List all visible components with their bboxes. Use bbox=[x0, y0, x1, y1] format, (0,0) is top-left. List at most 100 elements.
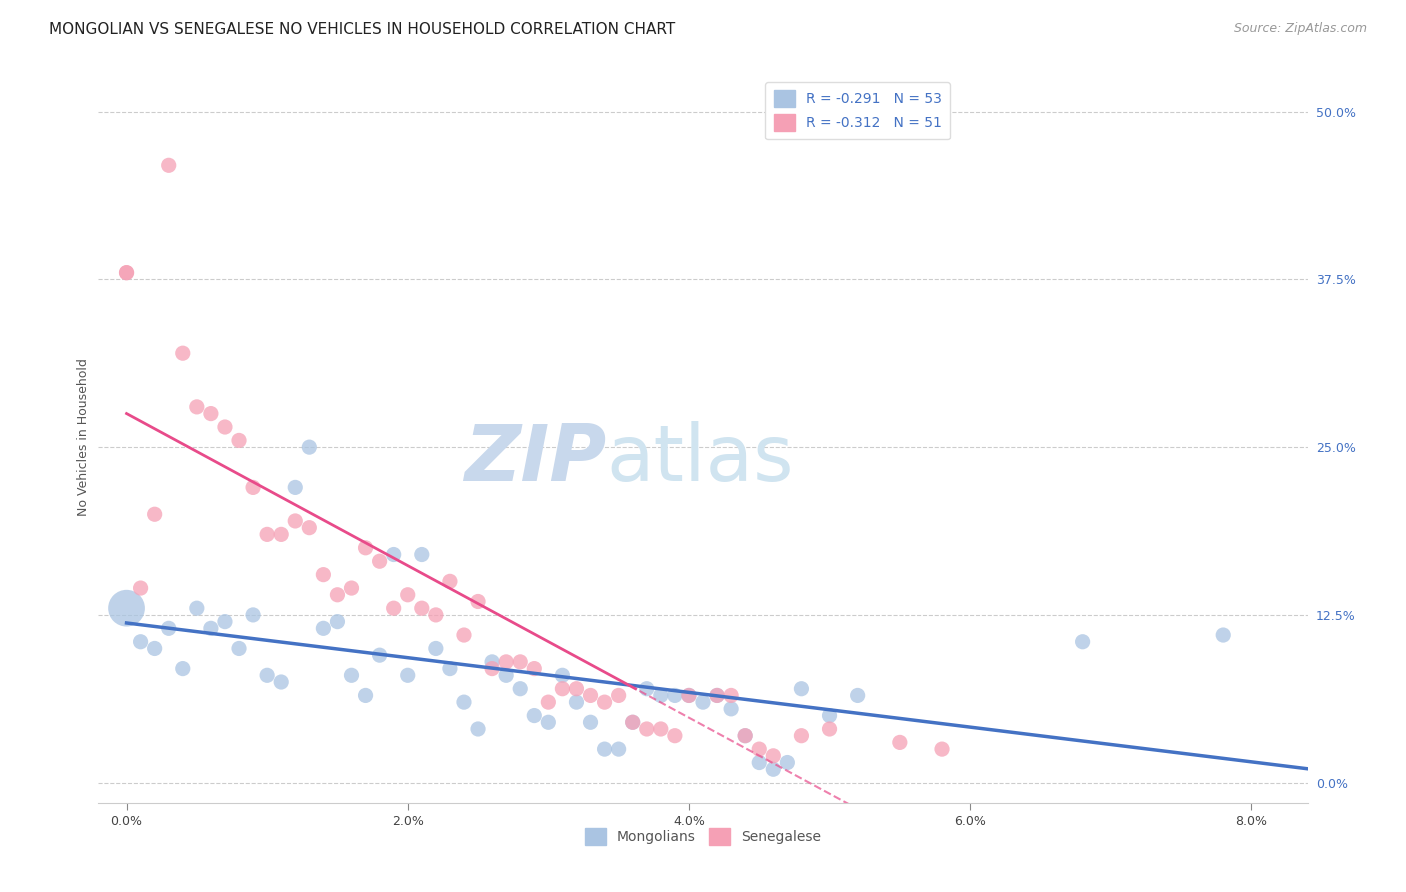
Text: atlas: atlas bbox=[606, 421, 794, 497]
Point bbox=[326, 588, 349, 602]
Point bbox=[411, 548, 433, 562]
Point bbox=[214, 420, 236, 434]
Point bbox=[621, 715, 644, 730]
Point bbox=[340, 581, 363, 595]
Point bbox=[607, 742, 630, 756]
Point bbox=[453, 628, 475, 642]
Point bbox=[762, 762, 785, 776]
Point bbox=[621, 715, 644, 730]
Point bbox=[495, 655, 517, 669]
Point bbox=[129, 634, 152, 648]
Point bbox=[678, 689, 700, 703]
Point bbox=[1212, 628, 1234, 642]
Point bbox=[354, 689, 377, 703]
Point bbox=[115, 266, 138, 280]
Point bbox=[593, 742, 616, 756]
Point bbox=[340, 668, 363, 682]
Point bbox=[467, 722, 489, 736]
Point bbox=[396, 668, 419, 682]
Text: MONGOLIAN VS SENEGALESE NO VEHICLES IN HOUSEHOLD CORRELATION CHART: MONGOLIAN VS SENEGALESE NO VEHICLES IN H… bbox=[49, 22, 675, 37]
Point bbox=[846, 689, 869, 703]
Point bbox=[734, 729, 756, 743]
Point bbox=[439, 662, 461, 676]
Point bbox=[593, 695, 616, 709]
Point bbox=[509, 681, 531, 696]
Point bbox=[650, 722, 672, 736]
Point bbox=[186, 601, 208, 615]
Point bbox=[551, 668, 574, 682]
Point bbox=[551, 681, 574, 696]
Y-axis label: No Vehicles in Household: No Vehicles in Household bbox=[77, 359, 90, 516]
Point bbox=[607, 689, 630, 703]
Point bbox=[579, 715, 602, 730]
Point bbox=[256, 668, 278, 682]
Point bbox=[172, 662, 194, 676]
Point bbox=[228, 641, 250, 656]
Point bbox=[818, 708, 841, 723]
Point bbox=[214, 615, 236, 629]
Point bbox=[481, 655, 503, 669]
Point bbox=[706, 689, 728, 703]
Point bbox=[186, 400, 208, 414]
Point bbox=[636, 722, 658, 736]
Point bbox=[692, 695, 714, 709]
Point bbox=[382, 548, 405, 562]
Point bbox=[523, 708, 546, 723]
Point bbox=[720, 689, 742, 703]
Point bbox=[453, 695, 475, 709]
Point bbox=[228, 434, 250, 448]
Point bbox=[242, 607, 264, 622]
Point bbox=[284, 480, 307, 494]
Point bbox=[495, 668, 517, 682]
Point bbox=[537, 695, 560, 709]
Point bbox=[706, 689, 728, 703]
Point bbox=[256, 527, 278, 541]
Point bbox=[664, 729, 686, 743]
Point bbox=[396, 588, 419, 602]
Point bbox=[270, 675, 292, 690]
Point bbox=[467, 594, 489, 608]
Point bbox=[748, 756, 770, 770]
Point bbox=[509, 655, 531, 669]
Point bbox=[270, 527, 292, 541]
Point bbox=[298, 440, 321, 454]
Text: ZIP: ZIP bbox=[464, 421, 606, 497]
Point bbox=[115, 266, 138, 280]
Point bbox=[425, 607, 447, 622]
Point bbox=[678, 689, 700, 703]
Point bbox=[579, 689, 602, 703]
Point bbox=[720, 702, 742, 716]
Point bbox=[818, 722, 841, 736]
Point bbox=[312, 567, 335, 582]
Point bbox=[790, 681, 813, 696]
Point bbox=[664, 689, 686, 703]
Point bbox=[931, 742, 953, 756]
Point bbox=[284, 514, 307, 528]
Point bbox=[200, 407, 222, 421]
Point bbox=[411, 601, 433, 615]
Point bbox=[565, 695, 588, 709]
Point bbox=[143, 508, 166, 522]
Point bbox=[354, 541, 377, 555]
Point bbox=[368, 554, 391, 568]
Point bbox=[425, 641, 447, 656]
Point bbox=[326, 615, 349, 629]
Point bbox=[312, 621, 335, 635]
Point bbox=[481, 662, 503, 676]
Point bbox=[537, 715, 560, 730]
Point bbox=[762, 748, 785, 763]
Point bbox=[776, 756, 799, 770]
Point bbox=[889, 735, 911, 749]
Legend: Mongolians, Senegalese: Mongolians, Senegalese bbox=[579, 822, 827, 851]
Point bbox=[650, 689, 672, 703]
Point bbox=[200, 621, 222, 635]
Point bbox=[734, 729, 756, 743]
Point bbox=[129, 581, 152, 595]
Point bbox=[523, 662, 546, 676]
Point bbox=[382, 601, 405, 615]
Point bbox=[565, 681, 588, 696]
Point bbox=[157, 158, 180, 172]
Point bbox=[115, 601, 138, 615]
Point bbox=[172, 346, 194, 360]
Point bbox=[368, 648, 391, 662]
